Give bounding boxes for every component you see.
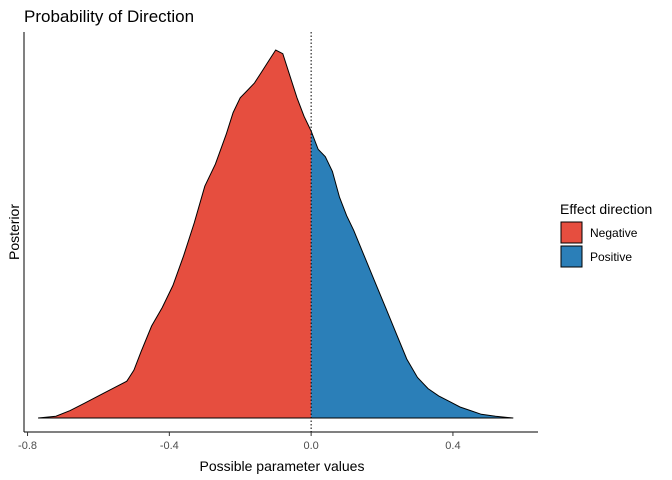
legend: Effect direction Negative Positive: [560, 201, 652, 268]
legend-swatch-positive: [560, 245, 583, 268]
legend-swatch-negative: [560, 221, 583, 244]
x-tick-label: -0.8: [18, 440, 37, 452]
x-ticks: -0.8 -0.4 0.0 0.4: [18, 432, 461, 452]
density-outline: [38, 49, 514, 419]
x-tick-label: 0.0: [303, 440, 318, 452]
x-tick-label: 0.4: [445, 440, 460, 452]
density-area-positive: [311, 131, 514, 418]
legend-label-negative: Negative: [590, 226, 638, 240]
x-axis-title: Possible parameter values: [200, 458, 365, 474]
density-area-negative: [38, 50, 312, 418]
x-tick-label: -0.4: [160, 440, 179, 452]
chart-title: Probability of Direction: [24, 7, 194, 26]
legend-title: Effect direction: [560, 201, 652, 217]
plot-area: [38, 32, 514, 432]
y-axis-title: Posterior: [6, 204, 22, 260]
legend-label-positive: Positive: [590, 250, 632, 264]
